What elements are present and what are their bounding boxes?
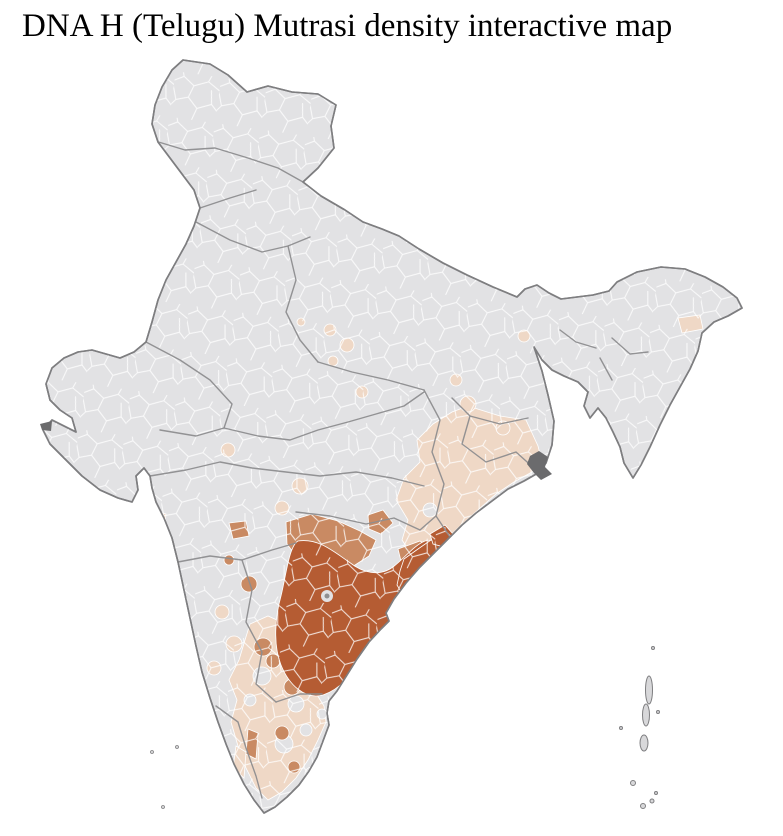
sundarbans-delta — [527, 451, 552, 480]
kutch-marsh-speck — [40, 421, 52, 431]
lakshadweep-islands[interactable] — [150, 745, 179, 809]
state-borders — [145, 139, 649, 799]
andaman-nicobar-islands[interactable] — [619, 646, 660, 809]
page-title: DNA H (Telugu) Mutrasi density interacti… — [22, 8, 673, 44]
